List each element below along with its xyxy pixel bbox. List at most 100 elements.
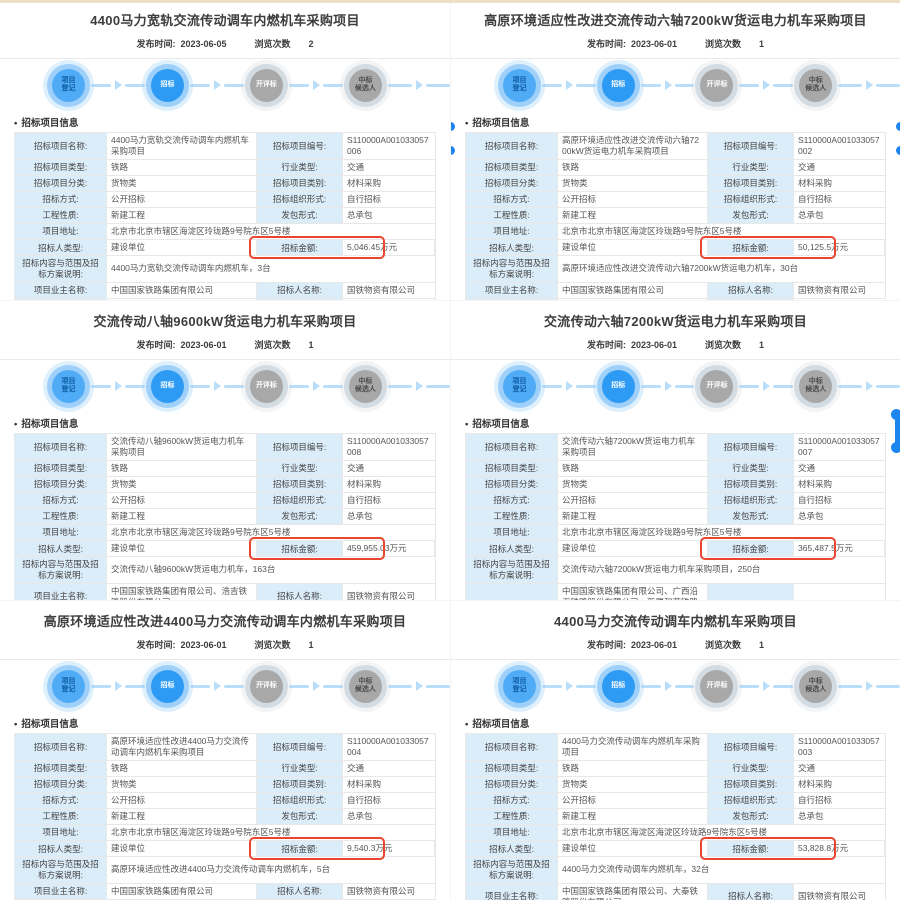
row-value: 货物类	[558, 777, 708, 793]
views-count: 1	[759, 39, 765, 49]
header-divider	[451, 659, 900, 660]
row-value: 新建工程	[558, 509, 708, 525]
row-value: 国铁物资有限公司	[794, 584, 885, 600]
process-timeline: 项目 登记 招标 开评标 中标 候选人	[0, 660, 450, 712]
row-value: 交通	[798, 763, 816, 774]
row-value: 自行招标	[347, 495, 382, 506]
row-value: 新建工程	[107, 809, 257, 825]
connector-line	[387, 384, 412, 388]
row-label: 招标项目类型:	[15, 160, 107, 176]
row-label: 项目地址:	[466, 825, 558, 841]
row-label: 工程性质:	[15, 809, 107, 825]
connector-line	[387, 684, 412, 688]
row-label: 招标项目名称:	[466, 734, 558, 761]
publish-time-value: 2023-06-01	[180, 640, 227, 650]
section-title: • 招标项目信息	[465, 716, 886, 730]
step-bid-opening-evaluation: 开评标	[700, 369, 734, 403]
scroll-dot[interactable]	[891, 442, 900, 453]
row-label: 项目业主名称:	[15, 583, 107, 600]
header-divider	[0, 58, 450, 59]
row-value: 国铁物资有限公司	[347, 885, 416, 896]
table-row: 工程性质: 新建工程 发包形式: 总承包	[466, 808, 885, 825]
meta-row: 发布时间: 2023-06-01 浏览次数 1	[14, 338, 436, 351]
connector-line	[640, 684, 661, 688]
row-value: 建设单位	[107, 541, 257, 557]
row-label: 工程性质:	[15, 509, 107, 525]
scroll-dot[interactable]	[896, 122, 900, 131]
row-value: 5,046.45万元	[343, 240, 435, 256]
step-connector	[382, 80, 450, 90]
bullet-icon: •	[465, 719, 469, 730]
row-value: 自行招标	[347, 795, 382, 806]
connector-line	[223, 83, 244, 87]
arrow-right-icon	[664, 681, 677, 691]
connector-line	[739, 684, 760, 688]
connector-line	[223, 384, 244, 388]
step-connector	[635, 381, 701, 391]
connector-line	[739, 83, 760, 87]
row-label: 行业类型:	[708, 761, 794, 777]
row-value: 材料采购	[798, 479, 833, 490]
meta-row: 发布时间: 2023-06-01 浏览次数 1	[14, 638, 436, 651]
section-title-text: 招标项目信息	[21, 118, 79, 129]
connector-line	[542, 83, 562, 87]
row-label: 招标人名称:	[708, 282, 794, 298]
row-value: S110000A001033057006	[347, 135, 429, 157]
step-connector	[283, 381, 349, 391]
arrow-right-icon	[565, 381, 578, 391]
step-connector	[536, 80, 602, 90]
table-row: 招标人类型: 建设单位 招标金额: 53,828.8万元	[466, 837, 885, 861]
scroll-dot[interactable]	[451, 146, 455, 155]
connector-line	[575, 684, 596, 688]
views-count: 1	[759, 640, 765, 650]
table-row: 招标项目类型: 铁路 行业类型: 交通	[466, 760, 885, 777]
connector-line	[838, 83, 863, 87]
publish-time-value: 2023-06-01	[630, 640, 677, 650]
row-label: 招标方式:	[15, 793, 107, 809]
connector-line	[640, 83, 661, 87]
row-label: 招标方式:	[15, 493, 107, 509]
process-timeline: 项目 登记 招标 开评标 中标 候选人	[0, 59, 450, 111]
row-label: 招标项目类别:	[257, 477, 343, 493]
row-label: 招标项目分类:	[15, 477, 107, 493]
bullet-icon: •	[14, 419, 18, 430]
views-label: 浏览次数	[254, 340, 291, 350]
connector-line	[387, 83, 412, 87]
project-title: 高原环境适应性改进4400马力交流传动调车内燃机车采购项目	[43, 614, 407, 629]
step-connector	[184, 80, 250, 90]
row-label: 招标金额:	[708, 841, 794, 857]
bullet-icon: •	[14, 118, 18, 129]
scroll-indicator[interactable]	[889, 409, 900, 453]
publish-time-label: 发布时间:	[136, 340, 176, 350]
row-label: 招标项目类型:	[15, 761, 107, 777]
scroll-dot[interactable]	[896, 146, 900, 155]
step-winning-candidates: 中标 候选人	[348, 68, 382, 102]
publish-time-value: 2023-06-05	[180, 39, 227, 49]
row-label: 招标项目分类:	[15, 777, 107, 793]
table-row: 项目业主名称: 中国国家铁路集团有限公司 招标人名称: 国铁物资有限公司	[15, 281, 435, 298]
row-label: 发包形式:	[708, 208, 794, 224]
row-label: 行业类型:	[257, 461, 343, 477]
scroll-dot[interactable]	[451, 122, 455, 131]
section-title: • 招标项目信息	[465, 115, 886, 129]
table-row: 招标项目类型: 铁路 行业类型: 交通	[466, 460, 885, 477]
table-row: 招标项目类型: 铁路 行业类型: 交通	[15, 159, 435, 176]
row-label: 招标项目类别:	[708, 477, 794, 493]
row-label: 招标组织形式:	[708, 793, 794, 809]
table-row: 招标项目名称: 4400马力交流传动调车内燃机车采购项目 招标项目编号: S11000…	[466, 734, 885, 761]
row-label: 项目业主名称:	[466, 883, 558, 900]
row-label: 招标组织形式:	[708, 192, 794, 208]
connector-line	[876, 83, 900, 87]
row-value: 自行招标	[798, 795, 833, 806]
row-label: 招标人类型:	[15, 240, 107, 256]
row-label: 招标金额:	[257, 841, 343, 857]
row-value: 365,487.5万元	[794, 541, 885, 557]
connector-line	[322, 83, 343, 87]
row-label: 工程性质:	[15, 208, 107, 224]
row-value: 9,540.3万元	[343, 841, 435, 857]
arrow-right-icon	[565, 681, 578, 691]
step-bid-opening-evaluation: 开评标	[249, 369, 283, 403]
row-label: 招标项目编号:	[257, 434, 343, 461]
scroll-bar[interactable]	[895, 414, 900, 448]
row-label: 监督部门名称:	[257, 298, 343, 300]
